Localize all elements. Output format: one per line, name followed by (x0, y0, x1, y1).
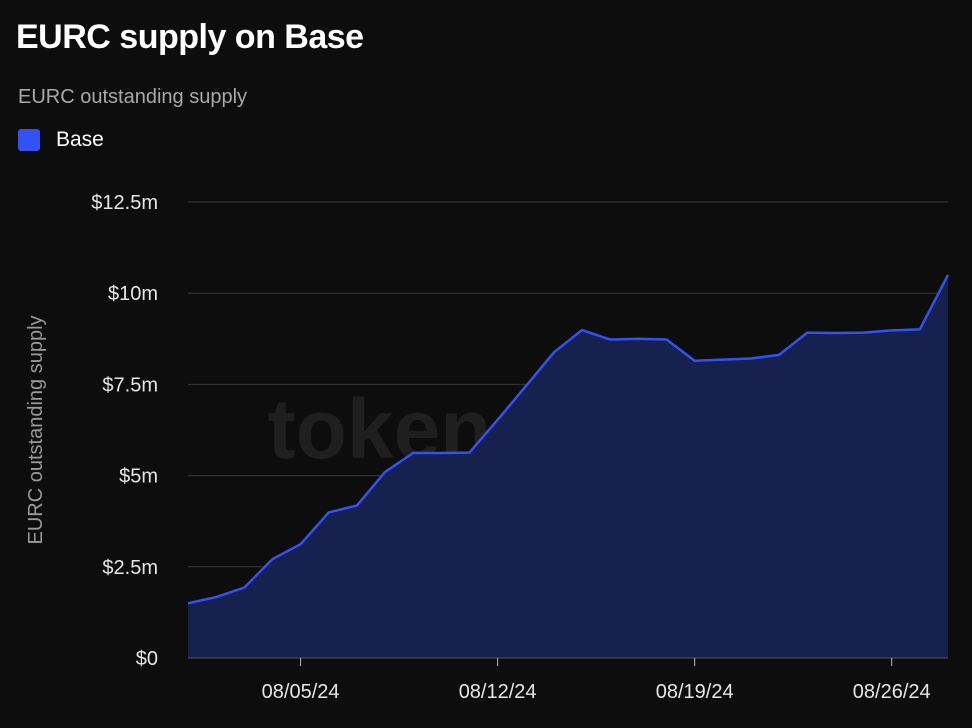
data-point[interactable] (634, 335, 642, 343)
data-point[interactable] (944, 271, 952, 279)
x-tick-label: 08/05/24 (262, 681, 340, 703)
data-point[interactable] (691, 357, 699, 365)
y-axis-ticks: $0 $2.5m $5m $7.5m $10m $12.5m (91, 192, 158, 670)
data-point[interactable] (268, 555, 276, 563)
data-point[interactable] (240, 584, 248, 592)
legend: Base (18, 128, 104, 152)
data-point[interactable] (888, 326, 896, 334)
data-point[interactable] (916, 325, 924, 333)
x-axis-ticks: 08/05/24 08/12/24 08/19/24 08/26/24 (262, 658, 931, 703)
legend-swatch-base[interactable] (18, 129, 40, 151)
legend-label-base[interactable]: Base (56, 128, 104, 151)
data-point[interactable] (212, 593, 220, 601)
y-tick-label: $2.5m (102, 557, 158, 579)
y-tick-label: $12.5m (91, 192, 158, 214)
data-point[interactable] (663, 336, 671, 344)
x-tick-label: 08/12/24 (459, 681, 537, 703)
data-point[interactable] (381, 468, 389, 476)
chart-subtitle: EURC outstanding supply (18, 86, 248, 108)
data-point[interactable] (437, 449, 445, 457)
data-point[interactable] (353, 502, 361, 510)
x-tick-label: 08/26/24 (853, 681, 931, 703)
data-point[interactable] (522, 382, 530, 390)
y-tick-label: $0 (136, 648, 158, 670)
y-tick-label: $10m (108, 283, 158, 305)
chart-title: EURC supply on Base (16, 18, 364, 56)
data-point[interactable] (747, 354, 755, 362)
data-point[interactable] (297, 540, 305, 548)
data-point[interactable] (494, 416, 502, 424)
data-point[interactable] (325, 508, 333, 516)
data-point[interactable] (831, 329, 839, 337)
data-point[interactable] (409, 449, 417, 457)
data-point[interactable] (803, 329, 811, 337)
series-line (187, 274, 950, 605)
data-point[interactable] (550, 348, 558, 356)
series-area (184, 271, 952, 659)
x-tick-label: 08/19/24 (656, 681, 734, 703)
data-point[interactable] (465, 449, 473, 457)
y-axis-title: EURC outstanding supply (25, 315, 47, 544)
data-point[interactable] (775, 351, 783, 359)
series-area-fill (188, 274, 948, 658)
data-point[interactable] (578, 326, 586, 334)
y-tick-label: $7.5m (102, 374, 158, 396)
data-point[interactable] (606, 336, 614, 344)
data-point[interactable] (184, 599, 192, 607)
data-point[interactable] (860, 329, 868, 337)
data-point[interactable] (719, 356, 727, 364)
y-tick-label: $5m (119, 466, 158, 488)
